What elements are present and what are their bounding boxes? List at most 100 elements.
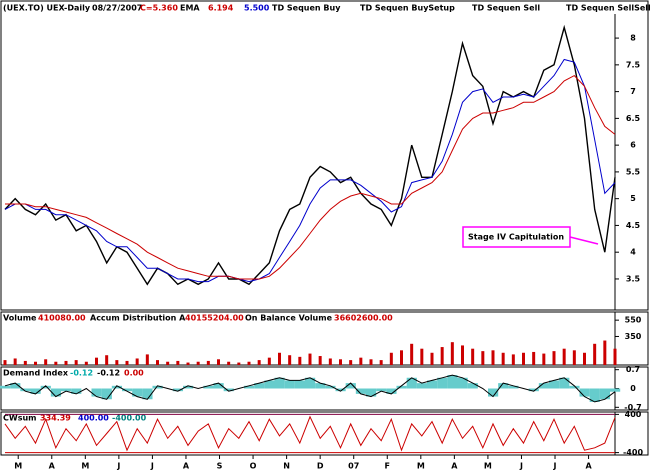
- area-bar: [254, 383, 265, 389]
- area-bar: [274, 377, 285, 389]
- bar: [501, 352, 505, 365]
- bar: [511, 354, 515, 365]
- area-bar: [244, 385, 255, 389]
- area-bar: [559, 377, 570, 389]
- panel-header: 08/27/2007: [92, 4, 142, 13]
- area-bar: [0, 385, 11, 389]
- bar: [145, 354, 149, 365]
- bar: [267, 357, 271, 365]
- bar: [135, 358, 139, 365]
- y-tick-label: 4: [630, 248, 636, 257]
- bar: [491, 350, 495, 365]
- y-tick-label: 350: [625, 332, 642, 341]
- area-bar: [223, 388, 234, 392]
- bar: [410, 343, 414, 365]
- x-tick-label: J: [519, 462, 523, 471]
- bar: [84, 361, 88, 365]
- bar: [298, 356, 302, 365]
- area-bar: [122, 388, 133, 392]
- area-bar: [10, 383, 21, 389]
- bar: [481, 351, 485, 365]
- area-bar: [498, 383, 509, 389]
- x-tick-label: M: [81, 462, 89, 471]
- area-bar: [589, 388, 600, 402]
- y-tick-label: 3.5: [626, 274, 641, 283]
- series-line: [4, 415, 616, 452]
- area-bar: [294, 380, 306, 389]
- bar: [247, 361, 251, 365]
- area-outline: [4, 374, 616, 403]
- panel-header: Demand Index: [3, 369, 69, 378]
- bar: [532, 351, 536, 365]
- area-bar: [569, 385, 580, 389]
- bar: [95, 357, 98, 365]
- bar: [603, 340, 607, 365]
- area-bar: [111, 385, 123, 389]
- area-bar: [325, 385, 336, 389]
- area-bar: [416, 383, 428, 389]
- bar: [186, 362, 190, 365]
- area-bar: [355, 388, 367, 394]
- x-tick-label: S: [217, 462, 223, 471]
- y-tick-label: 0: [630, 384, 636, 393]
- y-tick-label: 7: [630, 87, 636, 96]
- x-tick-label: A: [183, 462, 190, 471]
- bar: [379, 360, 383, 365]
- bar: [471, 348, 475, 365]
- bar: [349, 360, 353, 365]
- area-bar: [528, 388, 539, 392]
- area-bar: [437, 377, 448, 389]
- panel-header: 36602600.00: [334, 314, 393, 323]
- area-bar: [396, 385, 407, 389]
- bar: [54, 361, 58, 365]
- bar: [613, 348, 617, 365]
- bar: [583, 352, 586, 365]
- area-bar: [30, 388, 41, 394]
- area-bar: [61, 388, 72, 392]
- x-tick-label: M: [484, 462, 492, 471]
- area-bar: [152, 385, 163, 389]
- panel-header: EMA: [180, 4, 200, 13]
- bar: [125, 360, 129, 365]
- bar: [74, 360, 78, 365]
- area-bar: [610, 388, 621, 392]
- area-bar: [203, 385, 214, 389]
- bar: [217, 359, 220, 365]
- x-tick-label: N: [283, 462, 290, 471]
- panel-header: CWsum: [3, 414, 37, 423]
- bar: [64, 360, 68, 365]
- area-bar: [508, 385, 519, 389]
- bar: [288, 355, 292, 365]
- bar: [359, 357, 363, 365]
- area-bar: [467, 383, 478, 389]
- bar: [227, 361, 231, 365]
- x-tick-label: 07: [348, 462, 359, 471]
- bar: [542, 353, 546, 365]
- panel-header: 0.00: [124, 369, 144, 378]
- area-bar: [488, 388, 499, 397]
- panel-header: TD Sequen Sell: [472, 4, 540, 13]
- area-bar: [305, 377, 316, 389]
- bar: [278, 352, 281, 365]
- bar: [328, 358, 332, 365]
- y-tick-label: 0.7: [626, 365, 640, 374]
- panel-header: C=5.360: [140, 4, 178, 13]
- panel-frame: [0, 411, 649, 456]
- y-tick-label: 6.5: [626, 114, 641, 123]
- series-line: [5, 74, 616, 280]
- area-bar: [264, 380, 275, 389]
- area-bar: [447, 375, 458, 389]
- panel-header: 5.500: [244, 4, 270, 13]
- area-bar: [40, 385, 51, 389]
- bar: [318, 356, 322, 365]
- area-bar: [101, 388, 112, 400]
- annotation-text: Stage IV Capitulation: [468, 233, 564, 242]
- area-bar: [91, 388, 102, 397]
- bar: [440, 347, 444, 365]
- area-bar: [284, 380, 295, 389]
- area-bar: [71, 388, 82, 394]
- x-tick-label: M: [417, 462, 425, 471]
- y-tick-label: 550: [625, 316, 642, 325]
- bar: [420, 348, 424, 365]
